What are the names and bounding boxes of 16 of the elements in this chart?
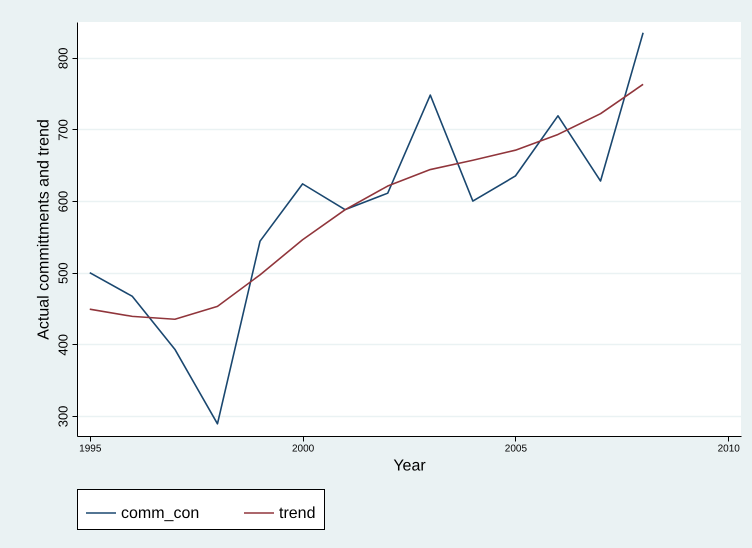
y-axis-title: Actual committments and trend xyxy=(36,119,52,340)
y-tick-label: 700 xyxy=(56,119,70,141)
x-axis-title: Year xyxy=(393,458,426,474)
x-tick-label: 2005 xyxy=(504,444,528,454)
x-tick-label: 2010 xyxy=(718,444,740,454)
y-tick-label: 500 xyxy=(56,262,70,284)
line-series xyxy=(88,84,644,320)
y-tick-label: 600 xyxy=(56,190,70,212)
legend-label: comm_con xyxy=(121,505,200,522)
y-tick-label: 300 xyxy=(56,406,70,428)
x-tick-label: 1995 xyxy=(79,444,102,454)
y-tick-label: 400 xyxy=(56,334,70,356)
legend-label: trend xyxy=(279,505,316,522)
x-tick-label: 2000 xyxy=(292,444,315,454)
line-series xyxy=(88,32,644,425)
y-tick-label: 800 xyxy=(56,47,70,70)
